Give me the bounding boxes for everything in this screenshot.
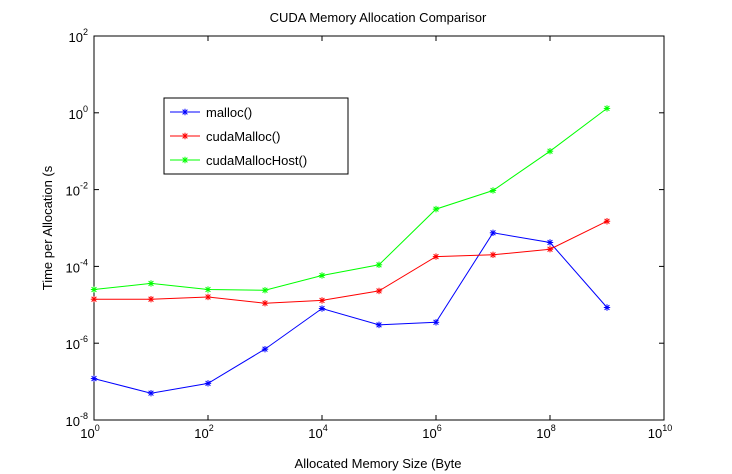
data-point [261, 345, 269, 353]
data-point [603, 218, 611, 225]
data-point [318, 297, 326, 304]
data-point [432, 253, 440, 260]
data-point [90, 375, 98, 382]
data-point [432, 205, 440, 213]
data-point [204, 380, 212, 387]
x-tick-label: 104 [308, 423, 327, 441]
x-axis-label: Allocated Memory Size (Byte [295, 456, 462, 471]
data-point [147, 389, 155, 397]
data-point [147, 295, 155, 303]
chart-title: CUDA Memory Allocation Comparisor [270, 10, 487, 25]
data-point [204, 286, 212, 293]
series-markers [90, 105, 611, 397]
x-axis-ticks: 100 102 104 106 108 1010 [80, 36, 672, 441]
data-point [90, 295, 98, 303]
y-tick-label: 10-2 [66, 181, 88, 199]
data-point [375, 287, 383, 295]
data-point [147, 280, 155, 287]
x-tick-label: 106 [422, 423, 441, 441]
data-point [603, 105, 611, 112]
series-line-0 [93, 232, 608, 394]
x-tick-label: 1010 [648, 423, 672, 441]
data-point [489, 187, 497, 194]
data-point [546, 246, 554, 253]
x-tick-label: 100 [80, 423, 99, 441]
legend: malloc() cudaMalloc() cudaMallocHost() [163, 97, 349, 175]
legend-marker [181, 156, 189, 164]
data-point [432, 319, 440, 326]
y-tick-label: 10-6 [66, 334, 88, 352]
data-point [318, 272, 326, 279]
data-point [375, 261, 383, 269]
legend-label: cudaMallocHost() [206, 153, 307, 168]
legend-label: cudaMalloc() [206, 129, 280, 144]
plot-frame [93, 35, 665, 421]
y-tick-label: 100 [69, 104, 88, 122]
x-tick-label: 108 [536, 423, 555, 441]
y-axis-ticks: 10-8 10-6 10-4 10-2 100 102 [66, 27, 664, 429]
x-tick-label: 102 [194, 423, 213, 441]
series-lines [93, 108, 608, 394]
y-axis-label: Time per Allocation (s [40, 165, 55, 290]
data-point [375, 321, 383, 329]
legend-label: malloc() [206, 105, 252, 120]
data-point [261, 300, 269, 307]
y-tick-label: 10-8 [66, 411, 88, 429]
data-point [489, 251, 497, 259]
legend-marker [181, 108, 189, 116]
data-point [318, 305, 326, 312]
data-point [90, 286, 98, 293]
data-point [603, 304, 611, 311]
data-point [546, 239, 554, 246]
y-tick-label: 102 [69, 27, 88, 45]
data-point [261, 286, 269, 294]
data-point [546, 148, 554, 155]
data-point [204, 293, 212, 301]
series-line-1 [94, 220, 608, 304]
legend-marker [181, 132, 189, 140]
y-tick-label: 10-4 [66, 257, 88, 275]
data-point [489, 229, 497, 236]
series-line-2 [93, 108, 608, 291]
